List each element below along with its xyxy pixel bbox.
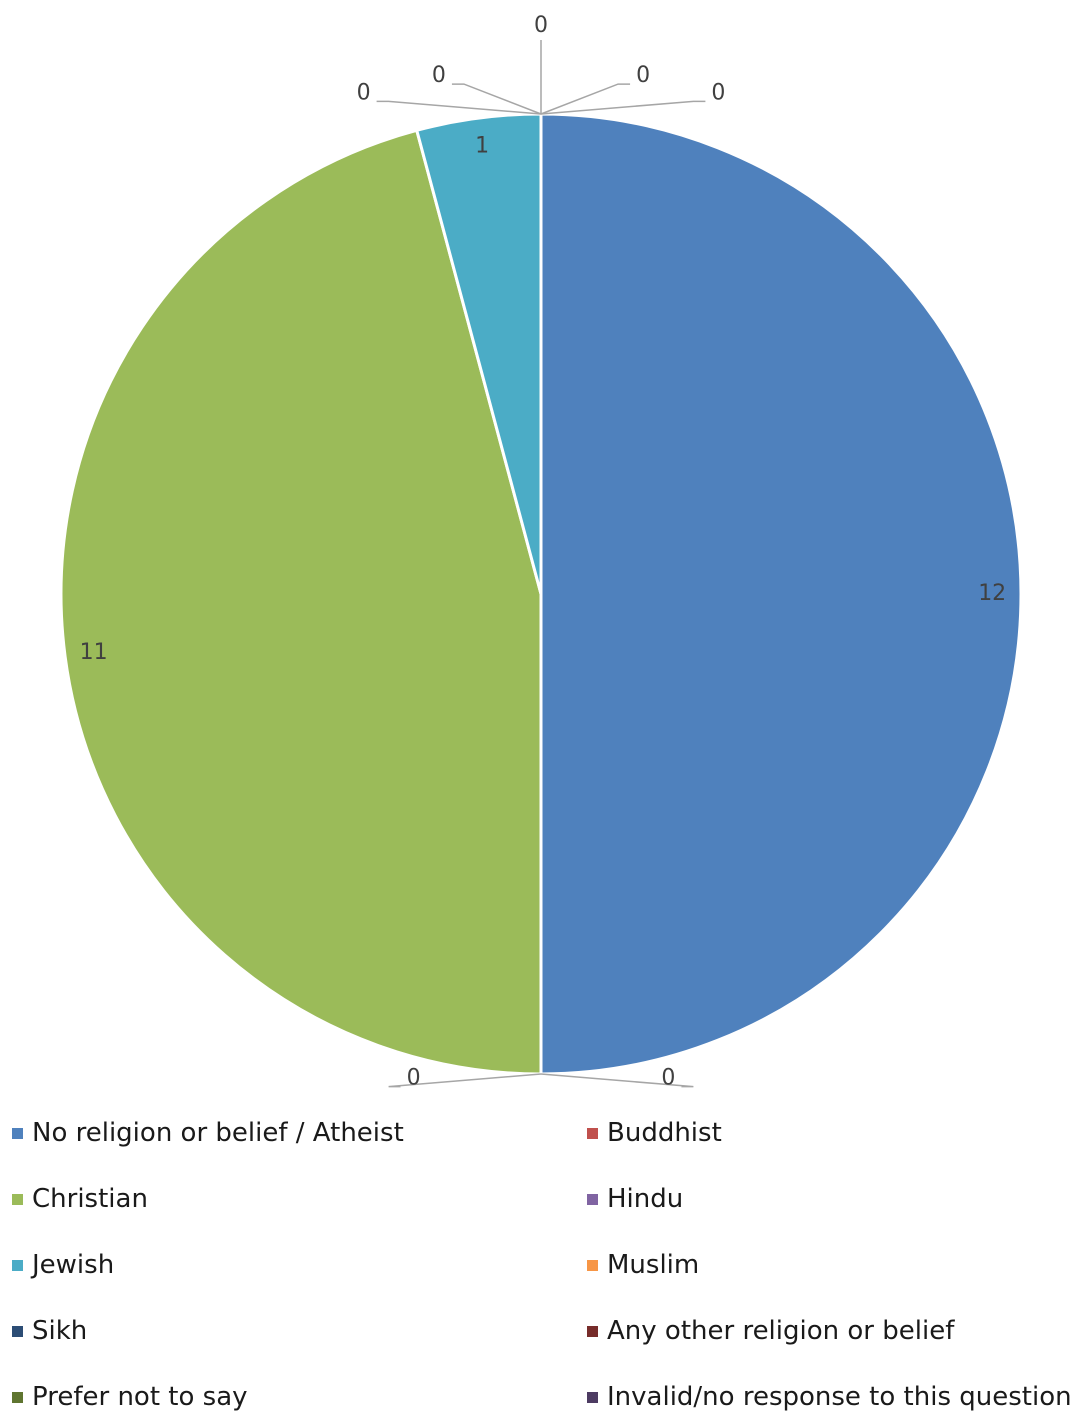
data-label-christian: 11 <box>80 640 108 665</box>
legend-label: Hindu <box>607 1184 684 1214</box>
data-label-jewish: 1 <box>475 134 489 159</box>
legend-item-muslim: Muslim <box>587 1248 699 1282</box>
legend-item-sikh: Sikh <box>12 1314 87 1348</box>
data-label-any-other-religion-or-belief: 0 <box>407 1066 421 1091</box>
legend-swatch <box>12 1193 23 1205</box>
legend-swatch <box>12 1127 23 1139</box>
legend-swatch <box>12 1391 23 1403</box>
data-label-invalid-no-response-to-this-question: 0 <box>711 80 725 105</box>
legend-label: Invalid/no response to this question <box>607 1382 1072 1412</box>
legend-label: No religion or belief / Atheist <box>32 1118 404 1148</box>
legend-swatch <box>587 1391 598 1403</box>
legend-swatch <box>587 1259 598 1271</box>
leader-line-invalid-no-response-to-this-question <box>540 100 706 115</box>
data-label-muslim: 0 <box>534 13 548 38</box>
data-label-buddhist: 0 <box>357 80 371 105</box>
legend-label: Any other religion or belief <box>607 1316 955 1346</box>
legend-item-hindu: Hindu <box>587 1182 683 1216</box>
leader-line-hindu <box>451 83 542 115</box>
legend-swatch <box>587 1127 598 1139</box>
legend-item-buddhist: Buddhist <box>587 1116 722 1150</box>
leader-line-buddhist <box>376 100 542 115</box>
legend-label: Prefer not to say <box>32 1382 248 1412</box>
legend-item-no-religion: No religion or belief / Atheist <box>12 1116 404 1150</box>
legend-label: Buddhist <box>607 1118 722 1148</box>
legend-item-christian: Christian <box>12 1182 148 1216</box>
leader-line-sikh <box>540 1073 694 1088</box>
legend-label: Sikh <box>32 1316 88 1346</box>
data-label-prefer-not-to-say: 0 <box>636 63 650 88</box>
leader-line-prefer-not-to-say <box>540 83 631 115</box>
legend-item-prefer-not-to-say: Prefer not to say <box>12 1380 248 1414</box>
legend-label: Jewish <box>32 1250 115 1280</box>
legend-swatch <box>587 1325 598 1337</box>
legend-swatch <box>12 1325 23 1337</box>
legend-item-invalid-response: Invalid/no response to this question <box>587 1380 1072 1414</box>
data-label-hindu: 0 <box>432 63 446 88</box>
pie-slice-no-religion-or-belief-atheist <box>539 112 1023 1076</box>
chart-legend: No religion or belief / Atheist Buddhist… <box>0 1112 1081 1415</box>
data-label-sikh: 0 <box>661 1066 675 1091</box>
pie-slice-christian <box>59 128 543 1076</box>
data-label-no-religion-or-belief-atheist: 12 <box>978 581 1006 606</box>
legend-label: Muslim <box>607 1250 700 1280</box>
legend-label: Christian <box>32 1184 148 1214</box>
legend-swatch <box>587 1193 598 1205</box>
legend-item-other-religion: Any other religion or belief <box>587 1314 954 1348</box>
legend-item-jewish: Jewish <box>12 1248 114 1282</box>
legend-swatch <box>12 1259 23 1271</box>
leader-line-any-other-religion-or-belief <box>388 1073 542 1088</box>
